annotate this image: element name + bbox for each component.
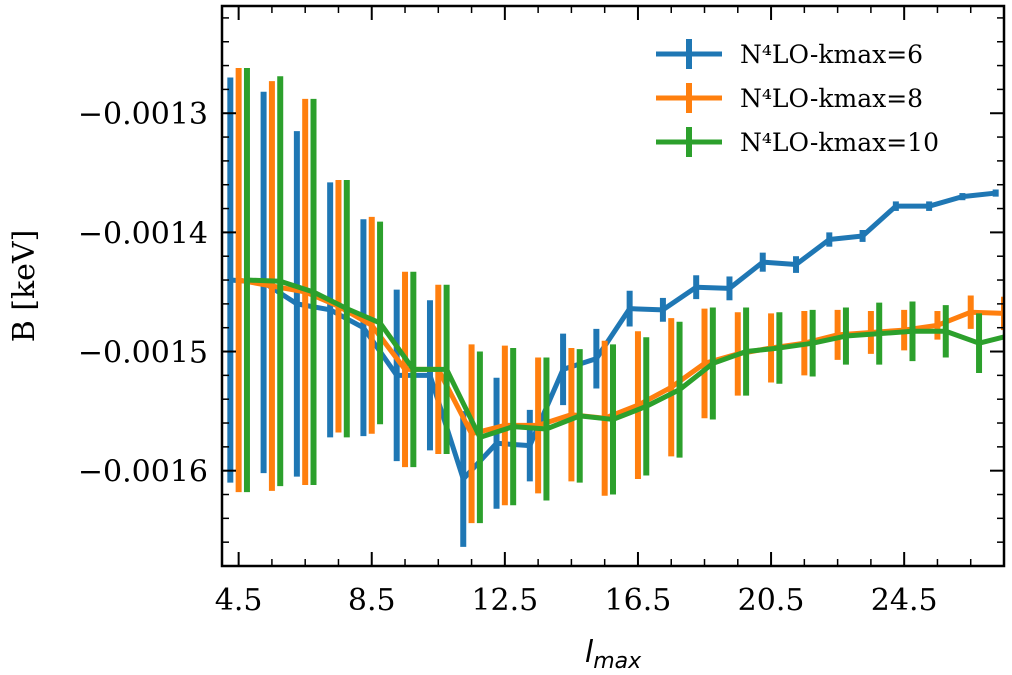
y-tick-label-0: −0.0013 [78, 97, 208, 132]
legend-label-0: N⁴LO-kmax=6 [740, 40, 923, 69]
legend-entry-1: N⁴LO-kmax=8 [656, 83, 923, 113]
x-tick-label-5: 24.5 [871, 583, 938, 618]
y-axis-title: B [keV] [7, 230, 42, 343]
x-tick-label-0: 4.5 [215, 583, 263, 618]
plot-frame [220, 4, 1006, 568]
x-axis-title-main: l [585, 635, 594, 670]
series-line-0 [230, 190, 996, 482]
legend-label-1: N⁴LO-kmax=8 [740, 84, 923, 113]
x-axis-title-subscript: max [593, 649, 642, 674]
series-2 [243, 67, 1004, 524]
x-tick-label-1: 8.5 [348, 583, 396, 618]
series-0 [227, 77, 999, 547]
y-tick-label-1: −0.0014 [78, 216, 208, 251]
y-tick-label-2: −0.0015 [78, 336, 208, 371]
series-line-1 [238, 277, 1004, 437]
y-tick-label-3: −0.0016 [78, 455, 208, 490]
x-tick-label-4: 20.5 [738, 583, 805, 618]
x-axis-title: lmax [585, 635, 642, 674]
legend-entry-2: N⁴LO-kmax=10 [656, 127, 939, 157]
x-tick-label-2: 12.5 [471, 583, 538, 618]
x-tick-label-3: 16.5 [605, 583, 672, 618]
series-line-2 [246, 277, 1004, 440]
plot-area [227, 67, 1004, 547]
legend-entry-0: N⁴LO-kmax=6 [656, 39, 923, 69]
legend-label-2: N⁴LO-kmax=10 [740, 128, 939, 157]
